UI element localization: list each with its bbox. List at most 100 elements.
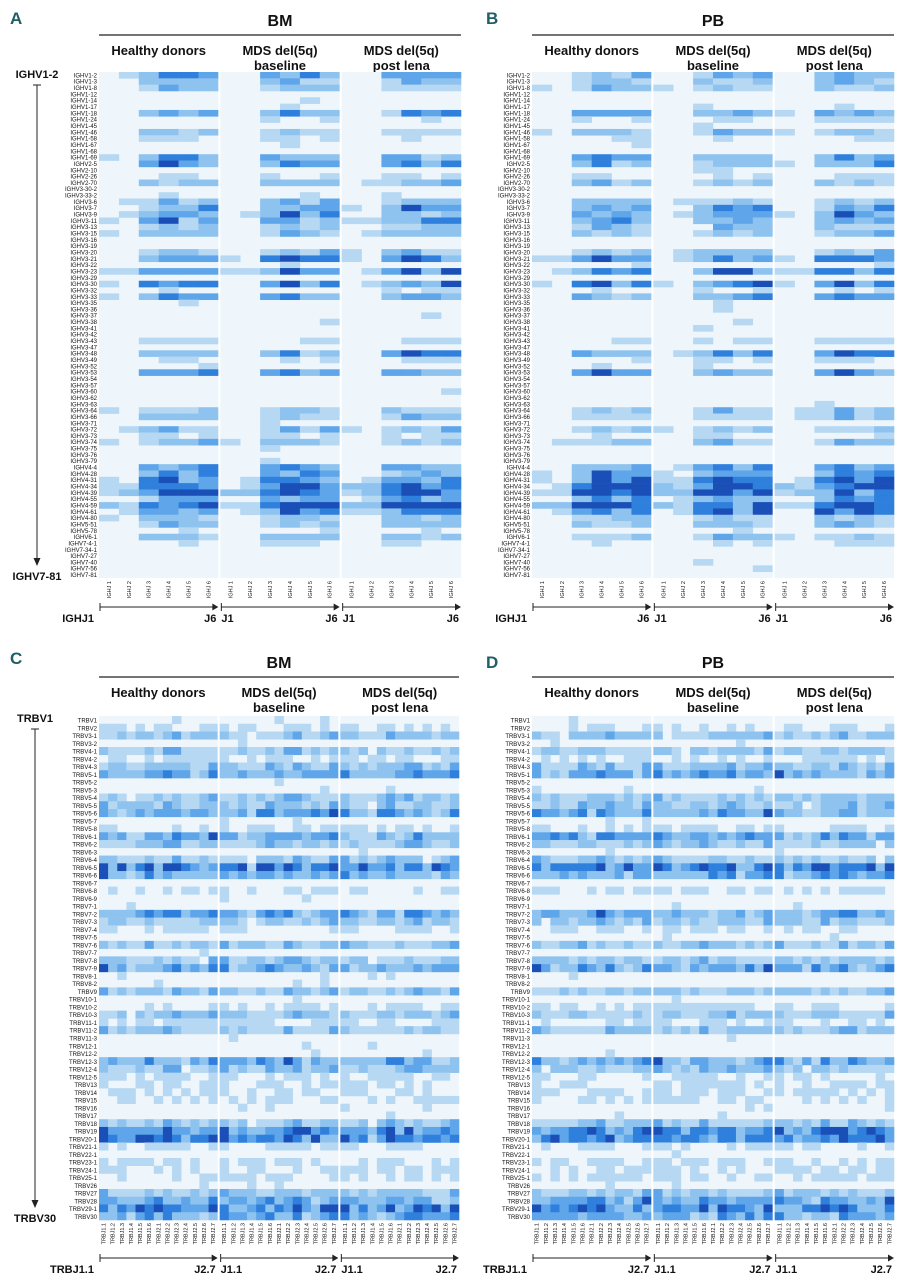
- heatmap-cell: [820, 1126, 831, 1135]
- heatmap-cell: [274, 778, 284, 787]
- heatmap-cell: [172, 1057, 182, 1066]
- heatmap-cell: [178, 356, 199, 364]
- heatmap-cell: [735, 940, 746, 949]
- heatmap-cell: [653, 871, 663, 880]
- heatmap-cell: [108, 747, 118, 756]
- heatmap-cell: [866, 917, 876, 926]
- heatmap-cell: [745, 917, 755, 926]
- heatmap-cell: [783, 917, 794, 926]
- heatmap-cell: [848, 855, 858, 864]
- heatmap-cell: [162, 1080, 173, 1089]
- heatmap-cell: [301, 747, 312, 756]
- heatmap-cell: [178, 78, 199, 85]
- heatmap-cell: [875, 832, 886, 841]
- heatmap-cell: [752, 356, 773, 364]
- heatmap-cell: [208, 1173, 218, 1182]
- row-label: IGHV1-18: [503, 111, 530, 117]
- heatmap-cell: [717, 964, 728, 973]
- heatmap-cell: [680, 940, 691, 949]
- heatmap-cell: [181, 770, 191, 779]
- heatmap-cell: [280, 464, 301, 471]
- heatmap-cell: [376, 770, 387, 779]
- heatmap-cell: [591, 173, 612, 180]
- heatmap-cell: [162, 940, 173, 949]
- heatmap-cell: [541, 863, 551, 872]
- heatmap-cell: [172, 793, 182, 802]
- heatmap-cell: [838, 1173, 849, 1182]
- heatmap-cell: [190, 1212, 200, 1221]
- heatmap-cell: [596, 1002, 606, 1011]
- heatmap-cell: [857, 1134, 867, 1143]
- heatmap-cell: [310, 762, 321, 771]
- heatmap-cell: [735, 1204, 746, 1213]
- heatmap-cell: [320, 793, 330, 802]
- heatmap-cell: [596, 1204, 606, 1213]
- heatmap-cell: [866, 909, 876, 918]
- heatmap-cell: [884, 801, 895, 810]
- heatmap-cell: [577, 1072, 588, 1081]
- heatmap-cell: [260, 464, 281, 471]
- heatmap-cell: [713, 230, 734, 237]
- heatmap-cell: [117, 1010, 127, 1019]
- heatmap-cell: [117, 801, 127, 810]
- heatmap-cell: [848, 770, 858, 779]
- heatmap-cell: [568, 1064, 579, 1073]
- heatmap-cell: [358, 964, 369, 973]
- heatmap-cell: [577, 964, 588, 973]
- heatmap-cell: [178, 223, 199, 231]
- heatmap-cell: [811, 1188, 821, 1198]
- heatmap-cell: [591, 72, 612, 79]
- heatmap-cell: [329, 964, 339, 973]
- heatmap-cell: [774, 1196, 785, 1205]
- heatmap-cell: [190, 731, 200, 740]
- heatmap-cell: [283, 1088, 293, 1097]
- heatmap-cell: [440, 1057, 451, 1066]
- heatmap-cell: [662, 909, 672, 918]
- heatmap-cell: [699, 832, 709, 841]
- heatmap-cell: [693, 362, 714, 370]
- heatmap-cell: [349, 964, 359, 973]
- heatmap-cell: [532, 824, 542, 833]
- heatmap-cell: [240, 211, 261, 218]
- heatmap-cell: [319, 369, 340, 376]
- heatmap-cell: [783, 1026, 794, 1035]
- heatmap-cell: [341, 502, 362, 509]
- heatmap-cell: [732, 211, 754, 218]
- heatmap-cell: [653, 1173, 663, 1182]
- heatmap-cell: [752, 426, 773, 433]
- heatmap-cell: [745, 1095, 755, 1104]
- heatmap-cell: [247, 832, 257, 841]
- heatmap-cell: [614, 917, 625, 926]
- heatmap-cell: [763, 840, 773, 849]
- heatmap-cell: [591, 521, 612, 528]
- heatmap-cell: [596, 909, 606, 918]
- heatmap-cell: [310, 956, 321, 965]
- heatmap-cell: [301, 1041, 312, 1050]
- heatmap-cell: [541, 1119, 551, 1128]
- heatmap-cell: [299, 78, 321, 85]
- heatmap-cell: [181, 886, 191, 895]
- heatmap-cell: [838, 871, 849, 880]
- heatmap-cell: [611, 78, 632, 85]
- row-label: IGHV3-71: [70, 421, 97, 427]
- heatmap-cell: [591, 413, 612, 421]
- row-label: IGHV4-80: [70, 516, 97, 522]
- heatmap-cell: [680, 871, 691, 880]
- heatmap-cell: [532, 1026, 542, 1035]
- heatmap-cell: [653, 483, 674, 490]
- heatmap-cell: [874, 268, 895, 275]
- heatmap-cell: [763, 1212, 773, 1221]
- heatmap-cell: [162, 1010, 173, 1019]
- heatmap-cell: [794, 413, 815, 421]
- heatmap-cell: [726, 1095, 737, 1104]
- heatmap-cell: [754, 1026, 764, 1035]
- heatmap-cell: [301, 894, 312, 903]
- heatmap-cell: [361, 217, 382, 225]
- heatmap-cell: [340, 762, 350, 771]
- heatmap-cell: [181, 762, 191, 771]
- heatmap-cell: [219, 925, 230, 934]
- heatmap-cell: [421, 413, 442, 421]
- heatmap-cell: [178, 464, 199, 471]
- heatmap-cell: [219, 1142, 230, 1151]
- heatmap-cell: [395, 956, 405, 965]
